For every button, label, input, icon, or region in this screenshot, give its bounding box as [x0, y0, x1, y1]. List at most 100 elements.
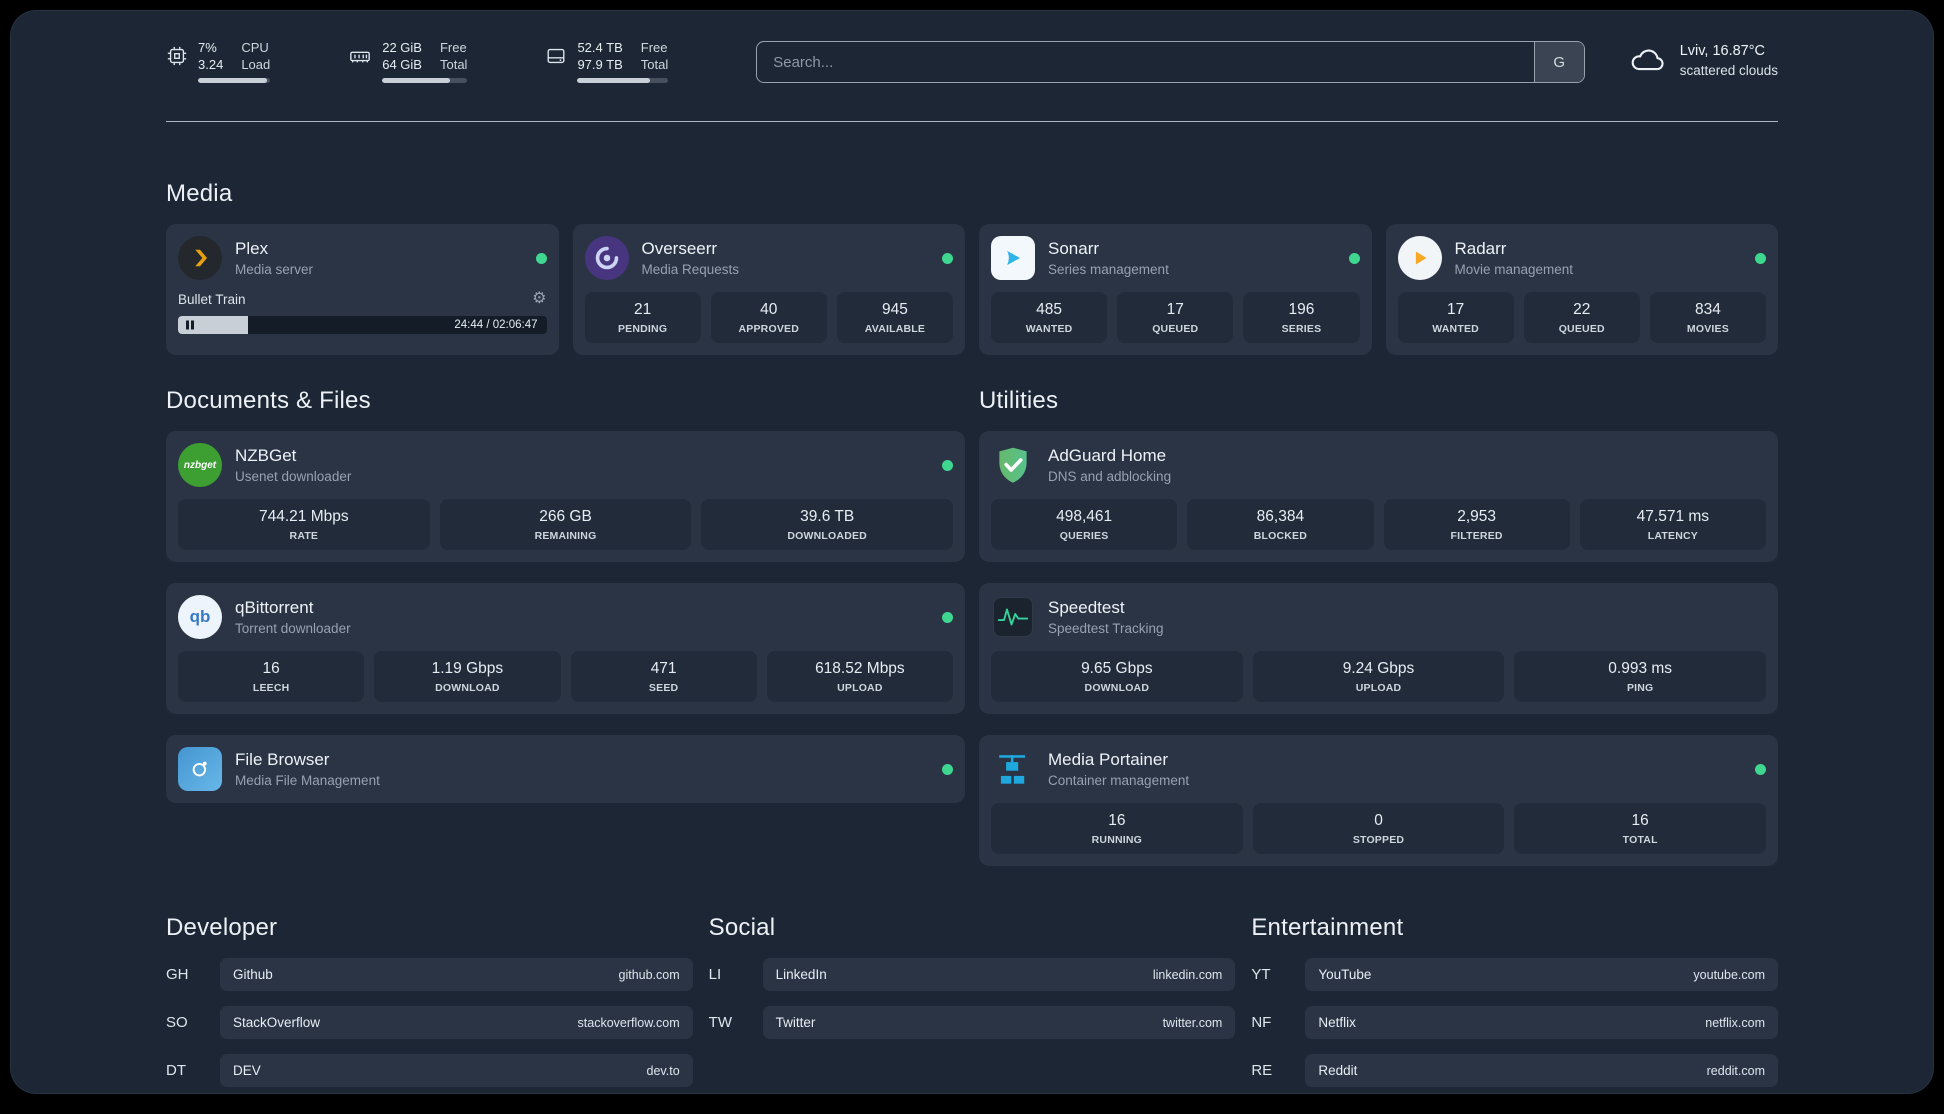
bookmark-row: SO StackOverflow stackoverflow.com — [166, 1006, 693, 1039]
stat-tile: 485 WANTED — [991, 292, 1108, 343]
bookmark-row: TW Twitter twitter.com — [709, 1006, 1236, 1039]
stat-value: 21 — [633, 301, 652, 318]
bookmark-domain: stackoverflow.com — [577, 1015, 680, 1030]
stat-tile: 17 WANTED — [1397, 292, 1514, 343]
service-name: AdGuard Home — [1048, 446, 1167, 465]
cpu-chip-icon — [166, 45, 188, 83]
bookmark-domain: dev.to — [646, 1063, 680, 1078]
qbittorrent-card[interactable]: qb qBittorrent Torrent downloader 16 LEE… — [166, 583, 965, 714]
service-subtitle: Media server — [235, 262, 314, 277]
weather-condition: scattered clouds — [1679, 63, 1778, 78]
cpu-usage-bar — [198, 78, 271, 83]
search-bar: G — [756, 41, 1585, 83]
bookmark-abbr: GH — [166, 966, 189, 983]
bookmark-row: LI LinkedIn linkedin.com — [709, 958, 1236, 991]
adguard-card[interactable]: AdGuard Home DNS and adblocking 498,461 … — [979, 431, 1778, 562]
stat-value: 945 — [881, 301, 908, 318]
stat-value: 16 — [1108, 812, 1126, 829]
stat-tile: 39.6 TB DOWNLOADED — [701, 499, 954, 550]
stat-value: 16 — [262, 660, 280, 677]
bookmark-link-youtube[interactable]: YouTube youtube.com — [1305, 958, 1778, 991]
overseerr-card[interactable]: Overseerr Media Requests 21 PENDING 40 A… — [572, 224, 965, 355]
bookmark-name: YouTube — [1318, 967, 1372, 982]
ram-free-value: 22 GiB — [382, 40, 422, 55]
stat-value: 86,384 — [1256, 508, 1305, 525]
stat-label: DOWNLOADED — [787, 530, 867, 542]
bookmark-link-dev[interactable]: DEV dev.to — [220, 1054, 693, 1087]
bookmark-row: RE Reddit reddit.com — [1251, 1054, 1778, 1087]
stat-tile: 834 MOVIES — [1649, 292, 1767, 343]
stat-value: 16 — [1631, 812, 1649, 829]
stat-label: AVAILABLE — [864, 323, 926, 335]
nzbget-card[interactable]: nzbget NZBGet Usenet downloader 744.21 M… — [166, 431, 965, 562]
bookmark-row: YT YouTube youtube.com — [1251, 958, 1778, 991]
service-name: qBittorrent — [235, 598, 314, 617]
status-indicator — [942, 459, 953, 471]
stat-label: DOWNLOAD — [1084, 682, 1150, 694]
nzbget-icon: nzbget — [178, 443, 222, 487]
stat-tile: 1.19 Gbps DOWNLOAD — [374, 651, 561, 702]
weather-widget: Lviv, 16.87°C scattered clouds — [1629, 41, 1778, 81]
gear-icon[interactable]: ⚙ — [532, 290, 547, 307]
filebrowser-card[interactable]: File Browser Media File Management — [166, 735, 965, 803]
stat-value: 0.993 ms — [1608, 660, 1673, 677]
playback-progress-bar[interactable]: 24:44 / 02:06:47 — [178, 316, 547, 334]
section-documents: Documents & Files nzbget NZBGet Usenet d… — [166, 387, 965, 866]
stat-value: 47.571 ms — [1636, 508, 1710, 525]
search-provider-button[interactable]: G — [1533, 42, 1584, 82]
service-subtitle: Series management — [1048, 262, 1169, 277]
search-input[interactable] — [757, 42, 1534, 82]
service-name: Radarr — [1454, 239, 1507, 258]
portainer-card[interactable]: Media Portainer Container management 16 … — [979, 735, 1778, 866]
bookmark-link-github[interactable]: Github github.com — [220, 958, 693, 991]
disk-total-value: 97.9 TB — [577, 57, 623, 72]
stat-tile: 618.52 Mbps UPLOAD — [766, 651, 953, 702]
sonarr-icon — [991, 236, 1035, 280]
section-developer: Developer GH Github github.com SO StackO… — [166, 914, 693, 1093]
bookmark-name: DEV — [233, 1063, 261, 1078]
stat-value: 0 — [1374, 812, 1383, 829]
plex-card[interactable]: Plex Media server Bullet Train ⚙ — [166, 224, 559, 355]
stat-tile: 47.571 ms LATENCY — [1579, 499, 1766, 550]
stat-value: 618.52 Mbps — [815, 660, 905, 677]
stat-label: SEED — [648, 682, 679, 694]
stat-label: WANTED — [1025, 323, 1073, 335]
stat-value: 196 — [1288, 301, 1315, 318]
service-name: Speedtest — [1048, 598, 1125, 617]
pause-icon[interactable] — [186, 320, 194, 330]
bookmark-link-twitter[interactable]: Twitter twitter.com — [762, 1006, 1236, 1039]
ram-free-label: Free — [439, 40, 467, 55]
radarr-card[interactable]: Radarr Movie management 17 WANTED 22 QUE… — [1385, 224, 1778, 355]
stat-label: PING — [1626, 682, 1654, 694]
bookmark-link-reddit[interactable]: Reddit reddit.com — [1305, 1054, 1778, 1087]
stat-tile: 2,953 FILTERED — [1383, 499, 1570, 550]
stat-tile: 9.24 Gbps UPLOAD — [1252, 651, 1505, 702]
stat-label: RATE — [289, 530, 319, 542]
bookmark-abbr: NF — [1251, 1014, 1272, 1031]
bookmark-link-stackoverflow[interactable]: StackOverflow stackoverflow.com — [220, 1006, 693, 1039]
stat-tile: 266 GB REMAINING — [439, 499, 692, 550]
bookmark-link-netflix[interactable]: Netflix netflix.com — [1305, 1006, 1778, 1039]
stat-tile: 40 APPROVED — [710, 292, 827, 343]
stat-tile: 16 LEECH — [178, 651, 365, 702]
bookmark-name: LinkedIn — [775, 967, 827, 982]
stat-value: 498,461 — [1056, 508, 1113, 525]
topbar: 7% 3.24 CPU Load — [166, 11, 1778, 83]
bookmark-link-linkedin[interactable]: LinkedIn linkedin.com — [762, 958, 1236, 991]
ram-total-label: Total — [439, 57, 468, 72]
stat-tile: 16 RUNNING — [991, 803, 1243, 854]
topbar-divider — [166, 121, 1778, 122]
service-name: NZBGet — [235, 446, 297, 465]
speedtest-card[interactable]: Speedtest Speedtest Tracking 9.65 Gbps D… — [979, 583, 1778, 714]
service-name: File Browser — [235, 750, 330, 769]
filebrowser-icon — [178, 747, 222, 791]
sonarr-card[interactable]: Sonarr Series management 485 WANTED 17 Q… — [979, 224, 1372, 355]
section-social: Social LI LinkedIn linkedin.com TW Twitt… — [709, 914, 1236, 1054]
stat-tile: 86,384 BLOCKED — [1187, 499, 1374, 550]
ram-usage-fill — [382, 78, 451, 83]
overseerr-icon — [584, 236, 629, 280]
bookmark-domain: linkedin.com — [1152, 967, 1223, 982]
disk-widget: 52.4 TB 97.9 TB Free Total — [545, 39, 669, 83]
stat-label: QUEUED — [1152, 323, 1199, 335]
stat-label: LEECH — [252, 682, 290, 694]
